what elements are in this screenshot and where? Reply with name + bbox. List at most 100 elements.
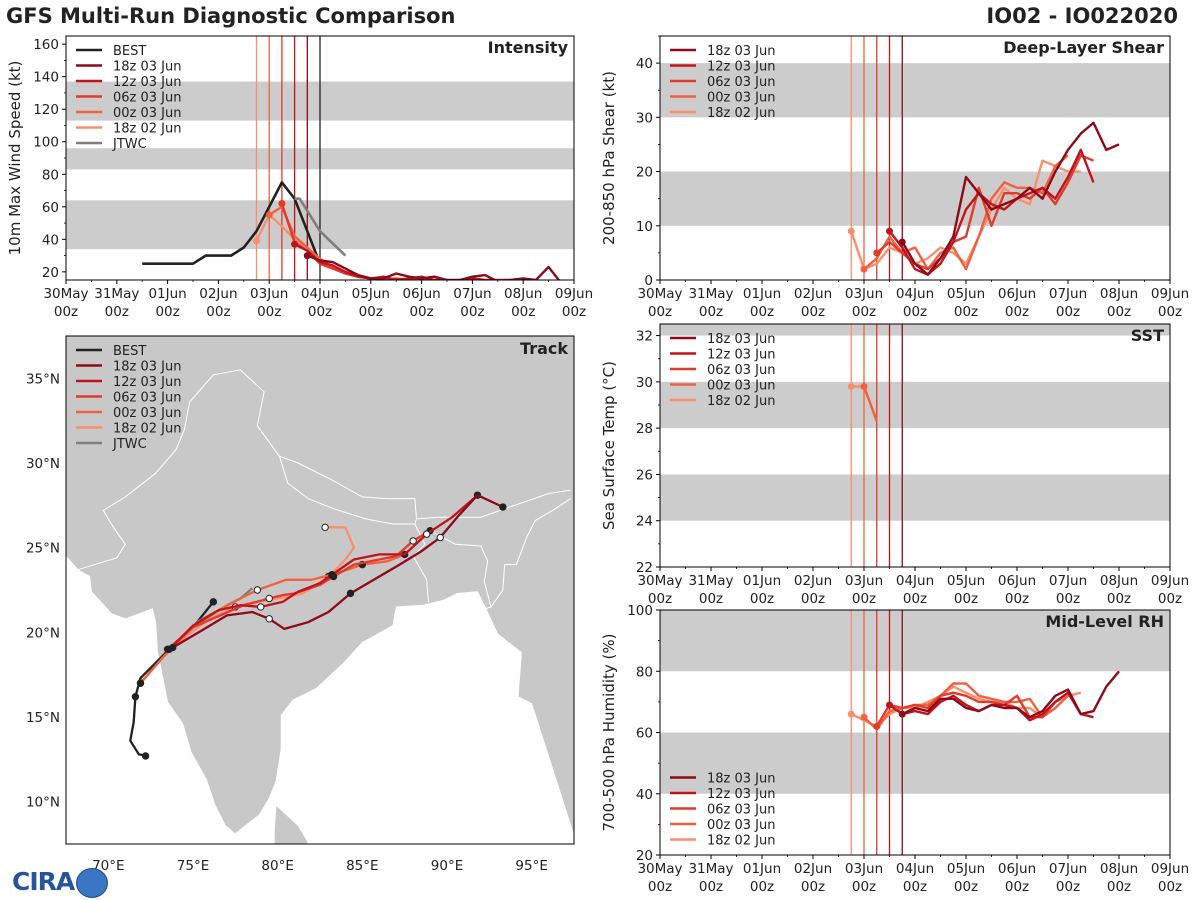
series-start-marker xyxy=(898,238,906,246)
x-tick-hour-label: 00z xyxy=(903,304,927,320)
series-line-18z-03-jun xyxy=(901,670,1120,719)
series-start-marker xyxy=(253,237,260,245)
longitude-label: 80°E xyxy=(261,858,293,874)
shear-panel: 0 10 20 30 40 30May 00z 31May 00z 01Jun 00z 02Jun 00… xyxy=(600,35,1189,320)
land-polygon xyxy=(273,804,309,844)
longitude-label: 90°E xyxy=(431,858,463,874)
x-tick-hour-label: 00z xyxy=(1158,591,1182,607)
series-line-00z-03-jun xyxy=(862,386,878,422)
y-tick-label: 24 xyxy=(636,514,653,530)
x-tick-label: 30May xyxy=(637,286,682,302)
panel-title: Track xyxy=(520,339,568,358)
legend-label: 00z 03 Jun xyxy=(707,91,776,106)
y-tick-label: 32 xyxy=(636,329,653,345)
series-start-marker xyxy=(860,713,868,721)
shaded-band xyxy=(660,171,1170,226)
y-axis-label: Sea Surface Temp (°C) xyxy=(600,361,618,530)
x-tick-hour-label: 00z xyxy=(1107,879,1131,895)
track-position-marker xyxy=(436,533,444,542)
x-tick-label: 04Jun xyxy=(896,573,934,589)
series-start-marker xyxy=(886,227,893,235)
legend-label: 00z 03 Jun xyxy=(707,379,776,394)
panel-title: Deep-Layer Shear xyxy=(1003,38,1164,57)
plot-area xyxy=(660,610,1170,855)
legend-label: 12z 03 Jun xyxy=(707,348,776,363)
x-tick-label: 30May xyxy=(637,573,682,589)
x-tick-hour-label: 00z xyxy=(954,591,978,607)
x-tick-hour-label: 00z xyxy=(460,304,484,320)
x-tick-label: 09Jun xyxy=(1151,286,1189,302)
x-tick-hour-label: 00z xyxy=(105,304,129,320)
legend-label: 18z 02 Jun xyxy=(113,122,182,137)
intensity-panel: 20 40 60 80 100 120 140 160 30May 00z 31May 00z 01Ju… xyxy=(6,35,593,320)
x-tick-label: 03Jun xyxy=(250,286,288,302)
x-tick-hour-label: 00z xyxy=(750,879,774,895)
track-position-marker xyxy=(346,589,355,598)
y-tick-label: 30 xyxy=(636,375,653,391)
x-tick-label: 01Jun xyxy=(743,286,781,302)
x-tick-hour-label: 00z xyxy=(648,879,672,895)
legend-label: 18z 03 Jun xyxy=(707,772,776,787)
plot-area xyxy=(660,36,1170,280)
legend-label: 18z 03 Jun xyxy=(707,44,776,59)
y-tick-label: 20 xyxy=(636,848,653,864)
y-tick-label: 100 xyxy=(627,603,653,619)
y-tick-label: 10 xyxy=(636,219,653,235)
x-tick-label: 09Jun xyxy=(1151,573,1189,589)
panel-title: Mid-Level RH xyxy=(1045,612,1164,631)
legend-label: 00z 03 Jun xyxy=(113,106,182,121)
country-border xyxy=(278,456,417,525)
track-position-marker xyxy=(422,530,431,538)
x-tick-label: 08Jun xyxy=(1100,573,1138,589)
track-line-18z-03-jun xyxy=(172,494,504,649)
track-position-marker xyxy=(265,615,273,623)
x-tick-hour-label: 00z xyxy=(1107,591,1131,607)
legend-label: 18z 03 Jun xyxy=(113,360,182,375)
legend-label: 18z 03 Jun xyxy=(707,332,776,347)
x-tick-label: 04Jun xyxy=(896,861,934,877)
y-tick-label: 20 xyxy=(636,165,653,181)
x-tick-hour-label: 00z xyxy=(257,304,281,320)
legend-label: 12z 03 Jun xyxy=(113,375,182,390)
series-line-12z-03-jun xyxy=(888,148,1095,276)
y-tick-label: 100 xyxy=(33,135,59,151)
country-border xyxy=(490,498,571,608)
y-tick-label: 30 xyxy=(636,110,653,126)
series-start-marker xyxy=(860,382,868,390)
y-tick-label: 80 xyxy=(636,664,653,680)
y-tick-label: 40 xyxy=(42,232,59,248)
series-start-marker xyxy=(265,211,273,219)
x-tick-hour-label: 00z xyxy=(409,304,433,320)
x-tick-label: 03Jun xyxy=(845,573,883,589)
x-tick-label: 01Jun xyxy=(743,861,781,877)
x-tick-label: 31May xyxy=(688,861,733,877)
x-tick-label: 08Jun xyxy=(1100,861,1138,877)
y-tick-label: 40 xyxy=(636,787,653,803)
x-tick-label: 07Jun xyxy=(1049,573,1087,589)
x-tick-label: 02Jun xyxy=(794,573,832,589)
x-tick-hour-label: 00z xyxy=(801,879,825,895)
latitude-label: 10°N xyxy=(26,795,60,811)
storm-id: IO02 - IO022020 xyxy=(986,4,1178,28)
y-tick-label: 80 xyxy=(42,167,59,183)
track-position-marker xyxy=(265,594,273,603)
x-tick-label: 08Jun xyxy=(1100,286,1138,302)
track-panel: 10°N15°N20°N25°N30°N35°N70°E 75°E 80°E 85°E… xyxy=(26,335,575,874)
track-position-marker xyxy=(168,643,177,652)
y-tick-label: 20 xyxy=(42,265,59,281)
legend-label: 12z 03 Jun xyxy=(707,787,776,802)
x-tick-label: 31May xyxy=(688,573,733,589)
longitude-label: 85°E xyxy=(346,858,378,874)
country-border xyxy=(77,369,241,571)
plot-area xyxy=(660,324,1170,567)
legend-label: 18z 02 Jun xyxy=(707,394,776,409)
series-line-18z-03-jun xyxy=(901,121,1120,276)
track-position-marker xyxy=(328,571,336,579)
x-tick-hour-label: 00z xyxy=(1056,304,1080,320)
legend-label: 18z 02 Jun xyxy=(707,106,776,121)
plot-frame xyxy=(65,335,575,845)
legend-label: 06z 03 Jun xyxy=(707,75,776,90)
legend-label: 06z 03 Jun xyxy=(113,91,182,106)
x-tick-hour-label: 00z xyxy=(699,879,723,895)
legend-label: BEST xyxy=(113,344,146,359)
